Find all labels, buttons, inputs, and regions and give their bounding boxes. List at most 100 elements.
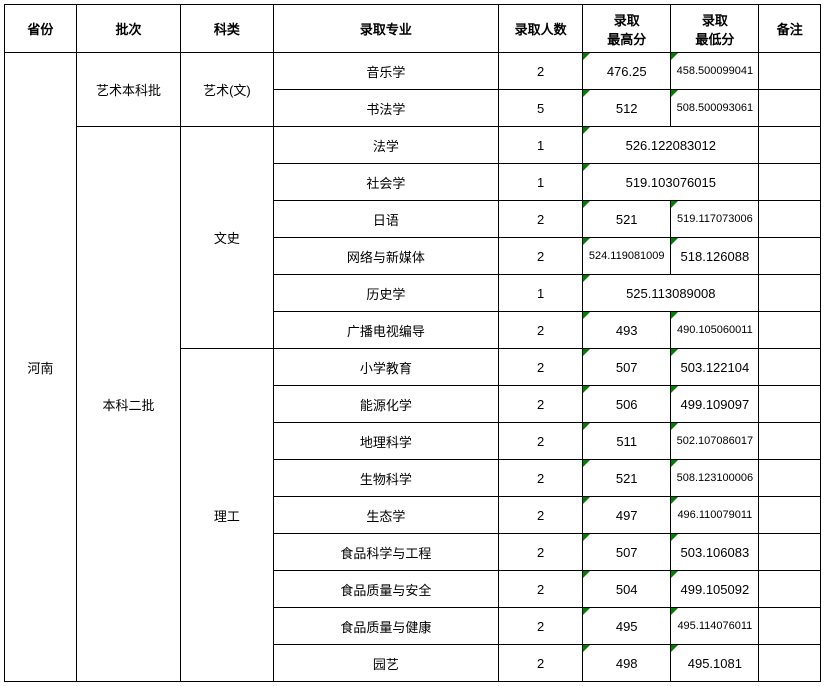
low-cell: 458.500099041: [671, 53, 759, 90]
table-row: 本科二批文史法学1526.122083012: [5, 127, 821, 164]
high-cell: 524.119081009: [583, 238, 671, 275]
num-cell: 2: [499, 571, 583, 608]
low-cell: 508.500093061: [671, 90, 759, 127]
category-cell: 理工: [181, 349, 273, 682]
num-cell: 1: [499, 127, 583, 164]
high-cell: 493: [583, 312, 671, 349]
low-cell: 499.109097: [671, 386, 759, 423]
major-cell: 历史学: [273, 275, 499, 312]
score-merged-cell: 526.122083012: [583, 127, 759, 164]
num-cell: 1: [499, 275, 583, 312]
low-cell: 518.126088: [671, 238, 759, 275]
high-cell: 521: [583, 460, 671, 497]
table-body: 河南艺术本科批艺术(文)音乐学2476.25458.500099041书法学55…: [5, 53, 821, 682]
header-num: 录取人数: [499, 5, 583, 53]
major-cell: 小学教育: [273, 349, 499, 386]
major-cell: 生态学: [273, 497, 499, 534]
high-cell: 476.25: [583, 53, 671, 90]
high-cell: 507: [583, 349, 671, 386]
low-cell: 508.123100006: [671, 460, 759, 497]
province-cell: 河南: [5, 53, 77, 682]
low-cell: 495.114076011: [671, 608, 759, 645]
num-cell: 2: [499, 460, 583, 497]
num-cell: 2: [499, 53, 583, 90]
note-cell: [759, 534, 821, 571]
major-cell: 食品质量与安全: [273, 571, 499, 608]
note-cell: [759, 386, 821, 423]
major-cell: 食品科学与工程: [273, 534, 499, 571]
low-cell: 496.110079011: [671, 497, 759, 534]
category-cell: 文史: [181, 127, 273, 349]
note-cell: [759, 53, 821, 90]
num-cell: 2: [499, 534, 583, 571]
num-cell: 2: [499, 201, 583, 238]
note-cell: [759, 423, 821, 460]
note-cell: [759, 349, 821, 386]
num-cell: 2: [499, 386, 583, 423]
high-cell: 506: [583, 386, 671, 423]
category-cell: 艺术(文): [181, 53, 273, 127]
header-row: 省份 批次 科类 录取专业 录取人数 录取 最高分 录取 最低分 备注: [5, 5, 821, 53]
major-cell: 广播电视编导: [273, 312, 499, 349]
num-cell: 5: [499, 90, 583, 127]
note-cell: [759, 127, 821, 164]
major-cell: 生物科学: [273, 460, 499, 497]
num-cell: 2: [499, 349, 583, 386]
note-cell: [759, 201, 821, 238]
note-cell: [759, 460, 821, 497]
num-cell: 1: [499, 164, 583, 201]
high-cell: 497: [583, 497, 671, 534]
note-cell: [759, 497, 821, 534]
major-cell: 书法学: [273, 90, 499, 127]
major-cell: 能源化学: [273, 386, 499, 423]
note-cell: [759, 608, 821, 645]
major-cell: 地理科学: [273, 423, 499, 460]
note-cell: [759, 275, 821, 312]
header-category: 科类: [181, 5, 273, 53]
header-major: 录取专业: [273, 5, 499, 53]
num-cell: 2: [499, 497, 583, 534]
table-row: 河南艺术本科批艺术(文)音乐学2476.25458.500099041: [5, 53, 821, 90]
major-cell: 社会学: [273, 164, 499, 201]
major-cell: 园艺: [273, 645, 499, 682]
admission-table: 省份 批次 科类 录取专业 录取人数 录取 最高分 录取 最低分 备注 河南艺术…: [4, 4, 821, 682]
high-cell: 511: [583, 423, 671, 460]
major-cell: 食品质量与健康: [273, 608, 499, 645]
note-cell: [759, 90, 821, 127]
high-cell: 521: [583, 201, 671, 238]
note-cell: [759, 312, 821, 349]
num-cell: 2: [499, 312, 583, 349]
high-cell: 507: [583, 534, 671, 571]
header-low: 录取 最低分: [671, 5, 759, 53]
major-cell: 法学: [273, 127, 499, 164]
note-cell: [759, 164, 821, 201]
low-cell: 519.117073006: [671, 201, 759, 238]
high-cell: 495: [583, 608, 671, 645]
low-cell: 490.105060011: [671, 312, 759, 349]
num-cell: 2: [499, 645, 583, 682]
score-merged-cell: 519.103076015: [583, 164, 759, 201]
num-cell: 2: [499, 423, 583, 460]
low-cell: 503.106083: [671, 534, 759, 571]
header-note: 备注: [759, 5, 821, 53]
major-cell: 音乐学: [273, 53, 499, 90]
num-cell: 2: [499, 238, 583, 275]
score-merged-cell: 525.113089008: [583, 275, 759, 312]
low-cell: 499.105092: [671, 571, 759, 608]
high-cell: 512: [583, 90, 671, 127]
low-cell: 502.107086017: [671, 423, 759, 460]
note-cell: [759, 571, 821, 608]
major-cell: 日语: [273, 201, 499, 238]
high-cell: 504: [583, 571, 671, 608]
major-cell: 网络与新媒体: [273, 238, 499, 275]
high-cell: 498: [583, 645, 671, 682]
batch-cell: 艺术本科批: [76, 53, 181, 127]
note-cell: [759, 645, 821, 682]
low-cell: 495.1081: [671, 645, 759, 682]
note-cell: [759, 238, 821, 275]
batch-cell: 本科二批: [76, 127, 181, 682]
header-high: 录取 最高分: [583, 5, 671, 53]
low-cell: 503.122104: [671, 349, 759, 386]
header-batch: 批次: [76, 5, 181, 53]
header-province: 省份: [5, 5, 77, 53]
